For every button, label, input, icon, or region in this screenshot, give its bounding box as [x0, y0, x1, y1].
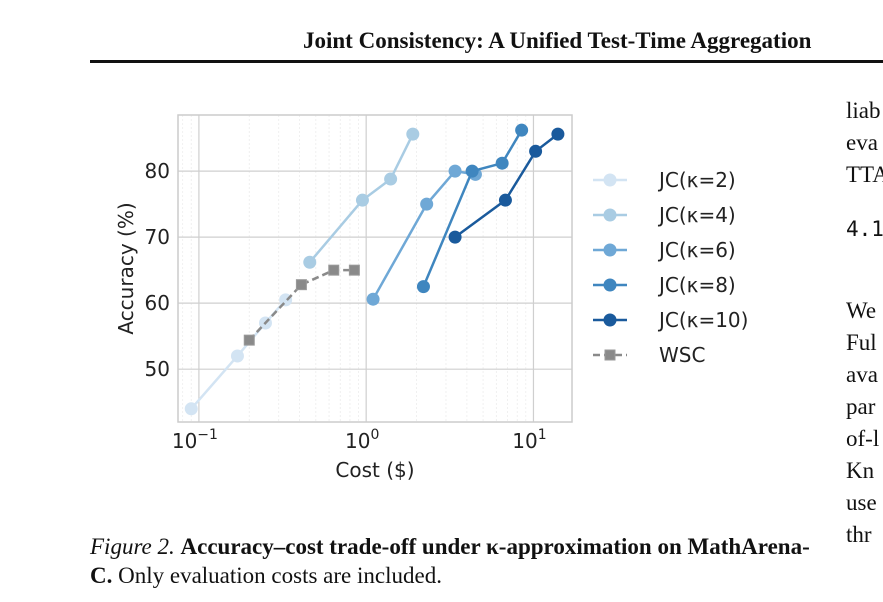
data-point	[448, 164, 462, 178]
right-line: par	[846, 394, 876, 419]
right-line: Ful	[846, 330, 877, 355]
x-tick-label: 101	[512, 427, 546, 453]
plot-area	[178, 115, 572, 422]
x-tick-label: 10−1	[172, 427, 218, 453]
legend-label: JC(κ=2)	[657, 168, 736, 192]
caption-title: Accuracy–cost trade-off under κ-approxim…	[90, 534, 810, 588]
data-point	[303, 255, 317, 269]
y-tick-label: 50	[145, 357, 170, 381]
data-point	[184, 402, 198, 416]
legend-marker	[603, 208, 617, 222]
right-line: use	[846, 490, 877, 515]
series-line	[372, 169, 476, 300]
accuracy-cost-chart: 50 60 70 80 10−1 100 101 Cost ($) Accuracy (%) JC…	[114, 114, 748, 482]
series-line	[308, 133, 414, 264]
legend-label: JC(κ=6)	[657, 238, 736, 262]
series-line	[454, 133, 559, 239]
figure-caption: Figure 2. Accuracy–cost trade-off under …	[90, 532, 810, 590]
x-axis-label: Cost ($)	[335, 458, 414, 482]
legend-marker	[603, 173, 617, 187]
data-point	[355, 193, 369, 207]
data-point	[551, 127, 565, 141]
data-point	[515, 123, 529, 137]
data-point	[243, 334, 255, 346]
right-line: eva	[846, 130, 878, 155]
data-point	[384, 172, 398, 186]
data-point	[406, 127, 420, 141]
right-line: ava	[846, 362, 878, 387]
caption-label: Figure 2.	[90, 534, 175, 559]
legend-label: JC(κ=10)	[657, 308, 748, 332]
data-point	[348, 264, 360, 276]
right-line: thr	[846, 522, 872, 547]
right-line: Kn	[846, 458, 875, 483]
series-line	[422, 129, 523, 288]
data-point	[495, 156, 509, 170]
data-point	[366, 292, 380, 306]
data-point	[498, 193, 512, 207]
y-tick-label: 60	[145, 291, 170, 315]
data-point	[465, 164, 479, 178]
data-point	[529, 144, 543, 158]
right-line: liab	[846, 98, 881, 123]
plot-frame	[177, 114, 573, 423]
y-tick-label: 80	[145, 159, 170, 183]
data-point	[230, 349, 244, 363]
header-rule	[90, 60, 883, 63]
right-line: We	[846, 298, 877, 323]
data-point	[448, 230, 462, 244]
legend-label: JC(κ=4)	[657, 203, 736, 227]
x-tick-label: 100	[345, 427, 379, 453]
right-line: of-l	[846, 426, 880, 451]
data-point	[295, 279, 307, 291]
y-tick-label: 70	[145, 225, 170, 249]
legend-marker	[603, 243, 617, 257]
legend-label: JC(κ=8)	[657, 273, 736, 297]
section-number: 4.1	[846, 217, 883, 241]
legend-marker	[603, 313, 617, 327]
legend-label: WSC	[659, 343, 705, 367]
right-column-text: liab eva TTA 4.1 We Ful ava par of-l Kn …	[846, 95, 883, 551]
data-point	[420, 197, 434, 211]
y-axis-label: Accuracy (%)	[114, 202, 138, 334]
data-point	[416, 280, 430, 294]
data-point	[328, 264, 340, 276]
legend-marker	[604, 349, 616, 361]
caption-text: Only evaluation costs are included.	[112, 563, 442, 588]
series-line	[248, 268, 355, 341]
legend-marker	[603, 278, 617, 292]
right-line: TTA	[846, 162, 883, 187]
running-header: Joint Consistency: A Unified Test-Time A…	[303, 28, 812, 53]
